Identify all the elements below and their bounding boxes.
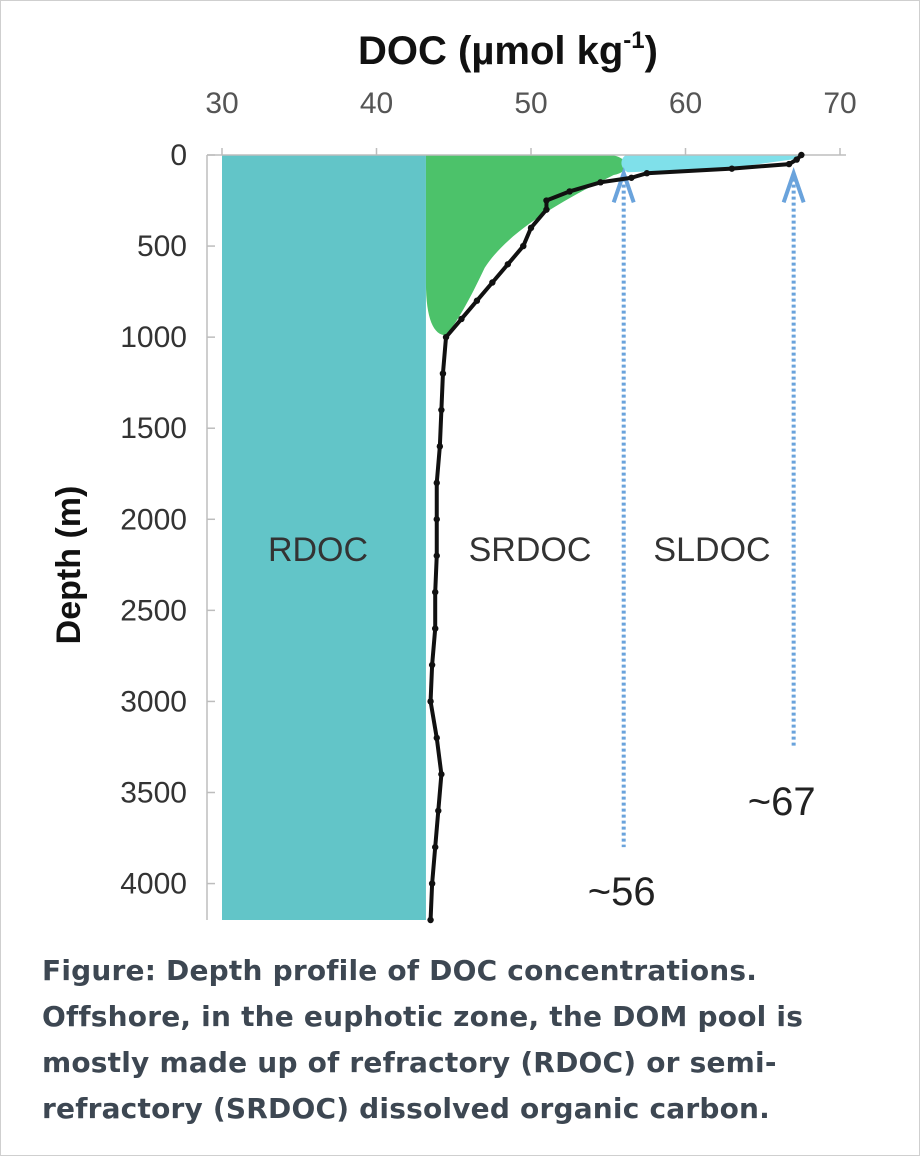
doc-profile-point xyxy=(438,406,445,414)
doc-profile-point xyxy=(458,315,465,323)
doc-profile-point xyxy=(520,242,527,250)
region-label-rdoc: RDOC xyxy=(268,531,368,569)
doc-profile-point xyxy=(438,771,445,778)
region-label-sldoc: SLDOC xyxy=(653,531,770,569)
doc-profile-point xyxy=(432,843,439,851)
doc-profile-point xyxy=(597,179,604,186)
x-axis-title-close: ) xyxy=(645,29,658,73)
x-axis-title: DOC (µmol kg-1) xyxy=(358,27,658,73)
marker-arrowhead xyxy=(781,167,806,204)
marker-arrowhead xyxy=(611,167,636,204)
y-axis-title: Depth (m) xyxy=(50,486,88,645)
doc-profile-point xyxy=(543,206,550,213)
labels-layer: ~56 ~67 RDOC SRDOC SLDOC xyxy=(268,531,816,914)
axes-layer: 30 40 50 60 70 0 500 1000 1500 2000 2500 3000 3500 40… xyxy=(120,87,857,920)
y-tick-label: 2000 xyxy=(120,503,187,536)
markers-layer xyxy=(611,167,806,848)
x-tick-label: 40 xyxy=(360,87,393,120)
y-tick-label: 3000 xyxy=(120,685,187,718)
doc-profile-point xyxy=(427,916,434,924)
doc-profile-point xyxy=(798,151,805,159)
doc-profile-point xyxy=(428,661,436,669)
y-tick-label: 3500 xyxy=(120,777,187,810)
figure-caption: Figure: Depth profile of DOC concentrati… xyxy=(42,954,804,1125)
x-tick-label: 30 xyxy=(205,87,238,120)
doc-profile-point xyxy=(427,698,434,705)
doc-profile-point xyxy=(428,880,436,887)
doc-profile-point xyxy=(489,279,496,286)
doc-profile-point xyxy=(785,160,793,168)
doc-profile-point xyxy=(436,443,444,450)
profile-line-layer xyxy=(427,151,805,924)
doc-profile-point xyxy=(432,625,439,632)
doc-profile-point xyxy=(432,588,439,596)
x-tick-label: 70 xyxy=(823,87,856,120)
srdoc-region xyxy=(425,155,627,336)
doc-profile-point xyxy=(439,370,447,377)
x-axis-title-sup: -1 xyxy=(623,27,644,54)
y-tick-label: 0 xyxy=(170,139,187,172)
doc-profile-point xyxy=(728,165,736,172)
marker-label: ~67 xyxy=(748,780,816,824)
x-axis-title-main: DOC (µmol kg xyxy=(358,29,623,73)
doc-profile-point xyxy=(566,188,573,195)
sldoc-region xyxy=(621,155,802,173)
doc-profile-point xyxy=(527,224,535,232)
doc-profile-point xyxy=(643,170,651,177)
doc-profile-point xyxy=(543,197,550,204)
doc-profile-point xyxy=(442,333,450,341)
y-tick-label: 1500 xyxy=(120,412,187,445)
doc-profile-point xyxy=(433,479,440,487)
doc-profile-point xyxy=(473,297,481,304)
y-tick-label: 4000 xyxy=(120,868,187,901)
doc-profile-point xyxy=(793,156,800,163)
region-label-srdoc: SRDOC xyxy=(469,531,592,569)
doc-profile-point xyxy=(628,174,635,181)
doc-profile-point xyxy=(433,734,440,742)
x-tick-label: 50 xyxy=(514,87,547,120)
x-tick-label: 60 xyxy=(669,87,702,120)
doc-profile-point xyxy=(504,261,512,268)
y-tick-label: 1000 xyxy=(120,321,187,354)
doc-profile-point xyxy=(435,807,442,814)
marker-label: ~56 xyxy=(588,870,656,914)
regions-layer xyxy=(222,155,802,920)
y-tick-label: 2500 xyxy=(120,594,187,627)
rdoc-region xyxy=(222,155,426,920)
doc-depth-chart: 30 40 50 60 70 0 500 1000 1500 2000 2500 3000 3500 40… xyxy=(50,27,857,924)
doc-profile-point xyxy=(433,552,440,559)
doc-profile-point xyxy=(433,516,440,523)
y-tick-label: 500 xyxy=(137,230,187,263)
